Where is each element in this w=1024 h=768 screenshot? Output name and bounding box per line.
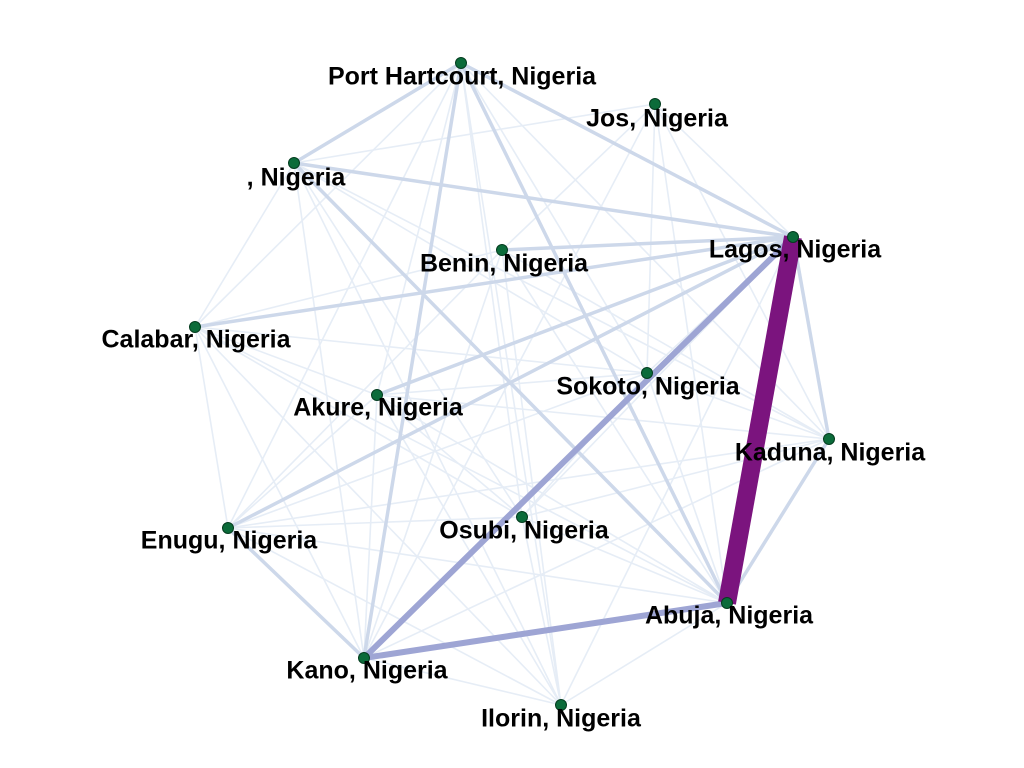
node-blank [288, 157, 300, 169]
edge-port_hartcourt-enugu [227, 62, 462, 529]
edge-kano-blank [293, 162, 365, 659]
edge-calabar-osubi [194, 326, 523, 518]
node-calabar [189, 321, 201, 333]
node-label-enugu: Enugu, Nigeria [141, 527, 319, 555]
edge-kano-akure [363, 394, 378, 659]
node-label-benin: Benin, Nigeria [420, 250, 589, 278]
node-label-sokoto: Sokoto, Nigeria [556, 373, 740, 401]
edge-blank-sokoto [293, 162, 648, 374]
node-label-blank: , Nigeria [247, 164, 347, 192]
edge-abuja-port_hartcourt [459, 62, 729, 604]
edge-lagos-port_hartcourt [460, 61, 794, 239]
edge-abuja-sokoto [646, 372, 728, 604]
node-kano [358, 652, 370, 664]
edge-lagos-abuja [718, 235, 802, 605]
edge-port_hartcourt-blank [293, 61, 462, 165]
node-ilorin [555, 699, 567, 711]
edge-blank-ilorin [293, 162, 562, 706]
edge-port_hartcourt-sokoto [460, 62, 648, 374]
edge-osubi-enugu [227, 516, 523, 529]
edge-lagos-blank [293, 161, 794, 239]
node-benin [496, 244, 508, 256]
label-layer: Port Hartcourt, Nigeria Jos, Nigeria , Nig… [102, 63, 927, 733]
node-label-port_hartcourt: Port Hartcourt, Nigeria [328, 63, 597, 91]
node-label-ilorin: Ilorin, Nigeria [481, 705, 642, 733]
edge-kano-port_hartcourt [362, 62, 463, 659]
edge-jos-blank [293, 103, 656, 164]
edge-calabar-ilorin [194, 326, 562, 706]
edge-port_hartcourt-calabar [194, 62, 462, 328]
edge-kano-enugu [226, 526, 366, 660]
edge-lagos-kano [361, 234, 796, 661]
edge-kano-abuja [363, 600, 728, 661]
edge-kano-ilorin [363, 657, 562, 706]
node-port_hartcourt [455, 57, 467, 69]
edge-calabar-sokoto [194, 326, 648, 374]
edge-abuja-osubi [521, 516, 728, 604]
node-label-lagos: Lagos, Nigeria [709, 236, 882, 264]
edge-kaduna-jos [654, 103, 830, 440]
edge-port_hartcourt-osubi [460, 62, 523, 518]
node-akure [371, 389, 383, 401]
node-abuja [721, 597, 733, 609]
edge-lagos-kaduna [791, 236, 831, 440]
node-enugu [222, 522, 234, 534]
edge-kano-benin [363, 249, 503, 659]
edge-blank-kaduna [293, 162, 830, 440]
node-lagos [787, 231, 799, 243]
node-osubi [516, 511, 528, 523]
node-label-jos: Jos, Nigeria [586, 105, 729, 133]
node-sokoto [641, 367, 653, 379]
edge-benin-kaduna [501, 249, 830, 440]
edge-enugu-ilorin [227, 527, 562, 706]
node-layer [189, 57, 835, 711]
edge-akure-ilorin [376, 394, 562, 706]
edge-blank-osubi [293, 162, 523, 518]
edge-osubi-ilorin [521, 516, 562, 706]
node-label-kano: Kano, Nigeria [286, 657, 448, 685]
edge-blank-calabar [194, 162, 295, 328]
node-label-akure: Akure, Nigeria [293, 394, 464, 422]
edge-layer [194, 61, 831, 706]
node-label-abuja: Abuja, Nigeria [645, 602, 814, 630]
edge-abuja-jos [654, 103, 728, 604]
node-kaduna [823, 433, 835, 445]
node-label-calabar: Calabar, Nigeria [102, 326, 292, 354]
edge-sokoto-enugu [227, 372, 648, 529]
node-jos [649, 98, 661, 110]
edge-akure-enugu [227, 394, 378, 529]
edge-sokoto-jos [646, 103, 656, 374]
edge-calabar-akure [194, 326, 378, 396]
edge-jos-benin [501, 103, 656, 251]
edge-kano-calabar [194, 326, 365, 659]
edge-sokoto-kaduna [646, 372, 830, 440]
edge-benin-enugu [227, 249, 503, 529]
edge-kaduna-enugu [227, 438, 830, 529]
edge-abuja-blank [292, 161, 729, 605]
edge-benin-calabar [194, 249, 503, 328]
edge-kaduna-osubi [521, 438, 830, 518]
edge-port_hartcourt-akure [376, 62, 462, 396]
edge-abuja-akure [376, 394, 728, 604]
node-label-osubi: Osubi, Nigeria [439, 517, 610, 545]
edge-calabar-enugu [194, 326, 229, 529]
edge-abuja-ilorin [560, 602, 728, 706]
edge-lagos-jos [654, 103, 794, 238]
edge-lagos-ilorin [560, 236, 794, 706]
edge-lagos-calabar [194, 235, 794, 329]
edge-abuja-kaduna [725, 438, 831, 604]
edge-akure-osubi [376, 394, 523, 518]
node-label-kaduna: Kaduna, Nigeria [735, 439, 926, 467]
